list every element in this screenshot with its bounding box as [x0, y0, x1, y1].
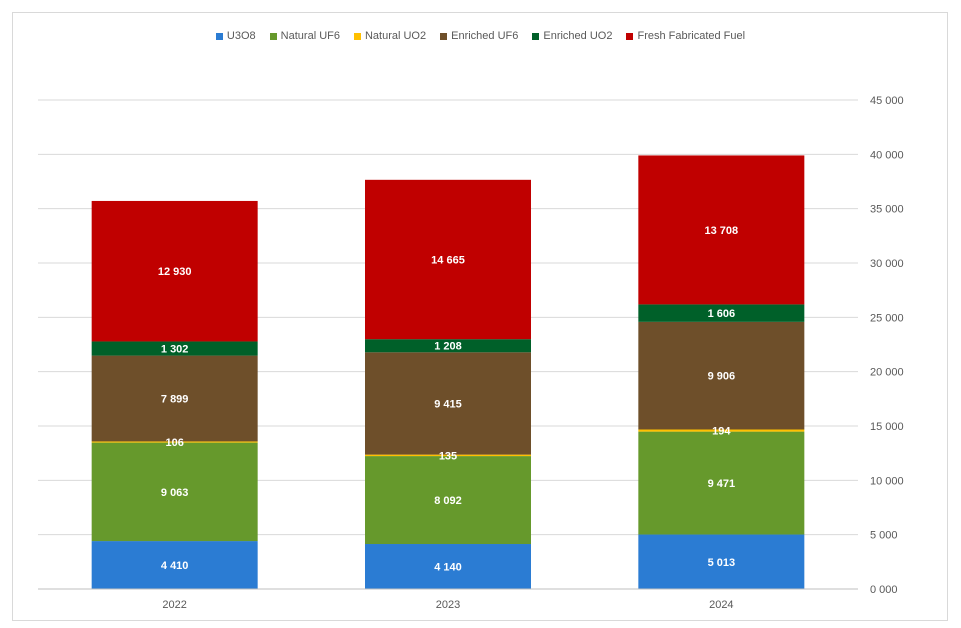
legend-item-natural-uf6: Natural UF6: [269, 30, 340, 42]
legend-swatch-enriched-uo2: [532, 32, 540, 40]
data-label-enriched-uo2-2023: 1 208: [434, 341, 462, 353]
y-tick-label: 5 000: [870, 530, 898, 542]
data-label-fresh-fabricated-fuel-2022: 12 930: [158, 266, 192, 278]
y-tick-label: 30 000: [870, 258, 904, 270]
bar-enriched-uf6-2023: [365, 352, 531, 455]
legend-label-natural-uf6: Natural UF6: [280, 30, 340, 42]
legend-swatch-enriched-uf6: [440, 32, 448, 40]
legend-label-enriched-uo2: Enriched UO2: [543, 30, 613, 42]
bar-natural-uo2-2024: [638, 429, 805, 432]
legend-swatch-fresh-fabricated-fuel: [626, 32, 634, 40]
data-label-natural-uo2-2024: 194: [712, 426, 731, 438]
y-tick-label: 25 000: [870, 312, 904, 324]
y-tick-label: 45 000: [870, 95, 904, 107]
legend-swatch-u3o8: [215, 32, 223, 40]
axes: 0 000 5 000 10 000 15 000 20 000 25 000 30 000…: [38, 95, 904, 611]
bar-natural-uo2-2023: [365, 454, 531, 457]
y-tick-label: 15 000: [870, 421, 904, 433]
legend: U3O8 Natural UF6 Natural UO2 Enriched UF…: [0, 30, 961, 42]
bar-u3o8-2023: [365, 544, 531, 589]
data-label-natural-uo2-2022: 106: [165, 437, 183, 449]
legend-item-enriched-uf6: Enriched UF6: [440, 30, 518, 42]
bar-enriched-uf6-2024: [638, 321, 805, 430]
data-label-fresh-fabricated-fuel-2023: 14 665: [431, 254, 465, 266]
legend-item-fresh-fabricated-fuel: Fresh Fabricated Fuel: [626, 30, 745, 42]
legend-label-fresh-fabricated-fuel: Fresh Fabricated Fuel: [637, 30, 746, 42]
bar-natural-uf6-2022: [91, 442, 258, 542]
bar-natural-uf6-2023: [365, 456, 531, 545]
bar-enriched-uf6-2022: [91, 355, 258, 442]
data-label-u3o8-2022: 4 410: [161, 560, 189, 572]
data-label-enriched-uo2-2024: 1 606: [708, 308, 736, 320]
x-tick-label: 2024: [709, 599, 733, 611]
legend-label-natural-uo2: Natural UO2: [364, 30, 427, 42]
bar-u3o8-2024: [638, 534, 805, 589]
data-label-enriched-uf6-2023: 9 415: [434, 398, 462, 410]
bar-fresh-fabricated-fuel-2023: [365, 179, 531, 340]
legend-item-u3o8: U3O8: [215, 30, 256, 42]
data-label-u3o8-2023: 4 140: [434, 562, 462, 574]
data-label-fresh-fabricated-fuel-2024: 13 708: [705, 225, 739, 237]
data-label-natural-uo2-2023: 135: [439, 450, 457, 462]
data-label-natural-uf6-2022: 9 063: [161, 487, 189, 499]
y-tick-label: 0 000: [870, 584, 898, 596]
data-label-u3o8-2024: 5 013: [708, 557, 736, 569]
legend-label-enriched-uf6: Enriched UF6: [451, 30, 519, 42]
legend-swatch-natural-uf6: [269, 32, 277, 40]
data-label-natural-uf6-2023: 8 092: [434, 495, 462, 507]
bar-enriched-uo2-2024: [638, 304, 805, 322]
legend-label-u3o8: U3O8: [226, 30, 256, 42]
y-tick-label: 40 000: [870, 149, 904, 161]
y-tick-label: 10 000: [870, 475, 904, 487]
bar-natural-uf6-2024: [638, 431, 805, 535]
data-labels: 4 410 9 063 106 7 899 1 302 12 930 4 140 8 092 1…: [158, 225, 738, 574]
data-label-enriched-uo2-2022: 1 302: [161, 344, 189, 356]
bars: [91, 155, 805, 589]
legend-item-natural-uo2: Natural UO2: [353, 30, 427, 42]
legend-swatch-natural-uo2: [353, 32, 361, 40]
y-tick-label: 20 000: [870, 367, 904, 379]
data-label-enriched-uf6-2022: 7 899: [161, 394, 189, 406]
x-tick-label: 2022: [162, 599, 186, 611]
bar-fresh-fabricated-fuel-2022: [91, 200, 258, 342]
data-label-enriched-uf6-2024: 9 906: [708, 371, 736, 383]
x-tick-label: 2023: [436, 599, 460, 611]
bar-enriched-uo2-2023: [365, 339, 531, 353]
bar-fresh-fabricated-fuel-2024: [638, 155, 805, 305]
y-tick-label: 35 000: [870, 204, 904, 216]
legend-item-enriched-uo2: Enriched UO2: [532, 30, 612, 42]
bar-enriched-uo2-2022: [91, 341, 258, 356]
data-label-natural-uf6-2024: 9 471: [708, 478, 736, 490]
bar-natural-uo2-2022: [91, 441, 258, 443]
bar-u3o8-2022: [91, 541, 258, 589]
